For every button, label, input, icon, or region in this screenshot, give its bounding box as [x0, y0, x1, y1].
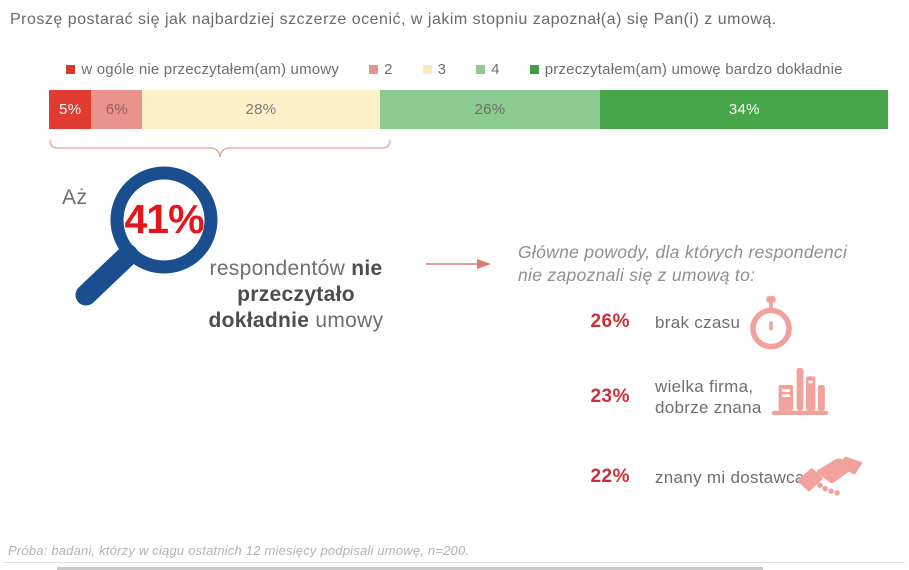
bracket-shape [49, 139, 391, 158]
legend-item-5: przeczytałem(am) umowę bardzo dokładnie [529, 61, 843, 78]
bar-segment-1: 5% [49, 90, 92, 129]
legend-swatch-lightgreen [476, 65, 486, 74]
magnifier-icon [75, 166, 218, 306]
sample-note: Próba: badani, którzy w ciągu ostatnich … [8, 543, 470, 558]
handshake-icon [798, 456, 863, 496]
statement-line-2: przeczytało [237, 283, 355, 306]
callout-statement: respondentów nie przeczytało dokładnie u… [190, 256, 402, 334]
callout-percent: 41% [124, 196, 204, 242]
legend-item-3: 3 [422, 61, 447, 78]
legend-item-2: 2 [369, 61, 393, 78]
legend-item-4: 4 [476, 61, 500, 78]
reason-percent: 26% [590, 311, 630, 332]
legend-item-1: w ogóle nie przeczytałem(am) umowy [66, 61, 339, 78]
reason-row-brak-czasu: 26% brak czasu [560, 307, 860, 337]
arrow-right-icon [426, 259, 491, 269]
buildings-icon [771, 367, 829, 415]
bar-segment-3: 28% [142, 90, 380, 129]
stacked-bar: 5% 6% 28% 26% 34% [49, 90, 897, 129]
stopwatch-icon [750, 296, 792, 350]
bottom-divider [4, 562, 905, 563]
legend-label: w ogóle nie przeczytałem(am) umowy [81, 61, 340, 78]
reason-label: znany mi dostawca [655, 467, 805, 487]
statement-line-1: respondentów nie [209, 257, 383, 280]
legend-swatch-salmon [369, 65, 379, 74]
legend-swatch-green [529, 65, 539, 74]
legend-label: 4 [491, 61, 500, 78]
reason-label: wielka firma, dobrze znana [655, 377, 762, 417]
statement-line-3: dokładnie umowy [208, 309, 384, 332]
reason-label: brak czasu [655, 312, 741, 332]
legend-swatch-yellow [422, 65, 432, 74]
reason-row-wielka-firma: 23% wielka firma, dobrze znana [560, 375, 860, 419]
reason-row-znany-dostawca: 22% znany mi dostawca [560, 462, 860, 492]
bar-segment-2: 6% [91, 90, 143, 129]
bar-segment-4: 26% [379, 90, 601, 129]
reasons-heading-line-1: Główne powody, dla których respondenci [518, 242, 848, 262]
legend-label: 3 [437, 61, 447, 78]
reason-percent: 22% [590, 466, 630, 487]
callout-prefix: Aż [62, 186, 88, 209]
reason-percent: 23% [590, 386, 630, 407]
legend-swatch-red [66, 65, 76, 74]
reasons-heading-line-2: nie zapoznali się z umową to: [518, 265, 756, 285]
legend-label: 2 [384, 61, 393, 78]
bar-segment-5: 34% [600, 90, 889, 129]
bottom-strip [57, 567, 763, 570]
legend-label: przeczytałem(am) umowę bardzo dokładnie [544, 61, 843, 78]
legend: w ogóle nie przeczytałem(am) umowy 2 3 4… [0, 61, 909, 78]
chart-title: Proszę postarać się jak najbardziej szcz… [10, 11, 777, 28]
reasons-heading: Główne powody, dla których respondenci n… [518, 241, 898, 287]
